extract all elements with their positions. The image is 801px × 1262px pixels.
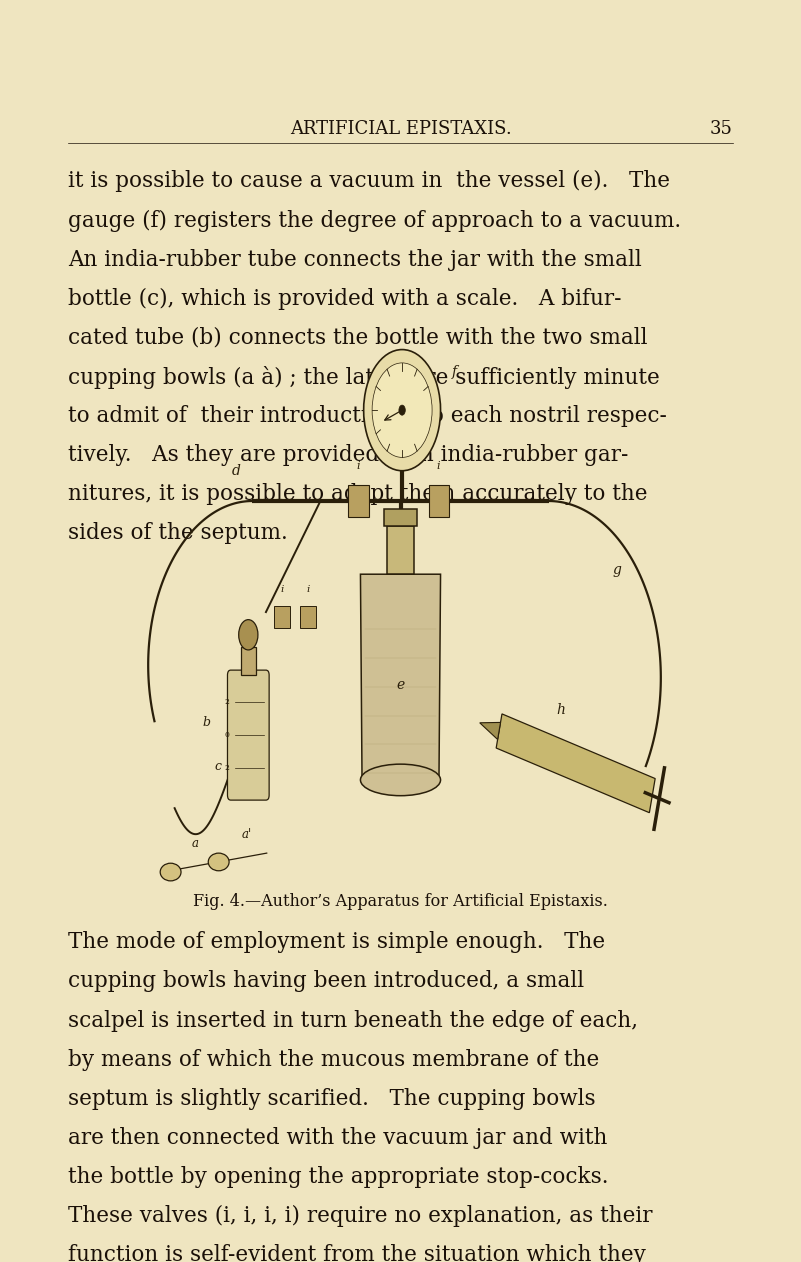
Bar: [300, 606, 316, 628]
Text: ARTIFICIAL EPISTAXIS.: ARTIFICIAL EPISTAXIS.: [290, 120, 511, 138]
Text: b: b: [203, 716, 211, 729]
Text: These valves (i, i, i, i) require no explanation, as their: These valves (i, i, i, i) require no exp…: [68, 1205, 653, 1228]
Circle shape: [372, 363, 432, 457]
Circle shape: [239, 620, 258, 650]
Text: the bottle by opening the appropriate stop-cocks.: the bottle by opening the appropriate st…: [68, 1166, 609, 1188]
Text: a: a: [191, 837, 198, 849]
FancyBboxPatch shape: [227, 670, 269, 800]
Text: e: e: [396, 678, 405, 692]
Circle shape: [364, 350, 441, 471]
Text: f: f: [452, 365, 457, 380]
Ellipse shape: [208, 853, 229, 871]
Text: An india-rubber tube connects the jar with the small: An india-rubber tube connects the jar wi…: [68, 249, 642, 270]
Text: 35: 35: [710, 120, 733, 138]
Ellipse shape: [160, 863, 181, 881]
Text: nitures, it is possible to adapt them accurately to the: nitures, it is possible to adapt them ac…: [68, 483, 647, 505]
Text: are then connected with the vacuum jar and with: are then connected with the vacuum jar a…: [68, 1127, 607, 1148]
Text: scalpel is inserted in turn beneath the edge of each,: scalpel is inserted in turn beneath the …: [68, 1010, 638, 1031]
Text: h: h: [556, 703, 566, 717]
Text: i: i: [437, 461, 440, 471]
Text: septum is slightly scarified.   The cupping bowls: septum is slightly scarified. The cuppin…: [68, 1088, 596, 1109]
Text: by means of which the mucous membrane of the: by means of which the mucous membrane of…: [68, 1049, 599, 1070]
Bar: [429, 485, 449, 517]
Text: g: g: [612, 563, 622, 578]
Polygon shape: [496, 714, 655, 813]
Text: 2: 2: [224, 698, 229, 707]
Text: function is self-evident from the situation which they: function is self-evident from the situat…: [68, 1244, 646, 1262]
Text: c: c: [215, 760, 221, 774]
Circle shape: [399, 405, 405, 415]
Text: 0: 0: [224, 731, 229, 740]
Bar: [384, 509, 417, 526]
Text: tively.   As they are provided with india-rubber gar-: tively. As they are provided with india-…: [68, 444, 629, 466]
Bar: [274, 606, 290, 628]
Text: it is possible to cause a vacuum in  the vessel (e).   The: it is possible to cause a vacuum in the …: [68, 170, 670, 193]
Bar: [387, 526, 414, 574]
Text: d: d: [231, 464, 241, 478]
Text: bottle (c), which is provided with a scale.   A bifur-: bottle (c), which is provided with a sca…: [68, 288, 622, 310]
Text: cupping bowls having been introduced, a small: cupping bowls having been introduced, a …: [68, 970, 584, 992]
Ellipse shape: [360, 764, 441, 795]
Text: i: i: [280, 584, 284, 594]
Text: a': a': [242, 828, 252, 840]
Polygon shape: [360, 574, 441, 782]
Polygon shape: [480, 722, 501, 740]
Text: to admit of  their introduction into each nostril respec-: to admit of their introduction into each…: [68, 405, 667, 427]
Text: The mode of employment is simple enough.   The: The mode of employment is simple enough.…: [68, 931, 606, 953]
Bar: [241, 647, 256, 675]
Text: 2: 2: [224, 764, 229, 772]
Text: cupping bowls (a à) ; the latter are sufficiently minute: cupping bowls (a à) ; the latter are suf…: [68, 366, 660, 389]
Text: sides of the septum.: sides of the septum.: [68, 522, 288, 544]
Text: cated tube (b) connects the bottle with the two small: cated tube (b) connects the bottle with …: [68, 327, 647, 348]
Text: Fig. 4.—Author’s Apparatus for Artificial Epistaxis.: Fig. 4.—Author’s Apparatus for Artificia…: [193, 893, 608, 910]
Bar: [348, 485, 369, 517]
Text: gauge (f) registers the degree of approach to a vacuum.: gauge (f) registers the degree of approa…: [68, 209, 681, 232]
Text: i: i: [356, 461, 360, 471]
Text: i: i: [307, 584, 310, 594]
